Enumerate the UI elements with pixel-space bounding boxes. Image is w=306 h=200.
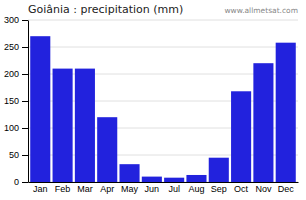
bar (186, 175, 206, 182)
tick-label: Jan (33, 184, 48, 194)
bar (209, 158, 229, 182)
tick-label: 50 (9, 150, 19, 160)
tick-label: May (121, 184, 139, 194)
tick-label: 300 (4, 15, 19, 25)
bar (53, 69, 73, 182)
bar (253, 63, 273, 182)
annotation: www.allmetsat.com (224, 6, 298, 15)
tick-label: Mar (77, 184, 93, 194)
tick: May (121, 184, 139, 194)
chart: 0 50 100 150 200 250 300 Jan Feb Mar Apr May Jun Jul A… (0, 0, 306, 200)
tick: 250 (4, 42, 28, 52)
grid-line (28, 47, 298, 48)
axis-line (29, 182, 299, 183)
tick: 300 (4, 15, 28, 25)
tick-label: Sep (211, 184, 227, 194)
tick-label: Feb (55, 184, 71, 194)
grid (28, 20, 298, 182)
tick-label: Aug (188, 184, 204, 194)
tick: 100 (4, 123, 28, 133)
tick: Dec (278, 184, 295, 194)
y-axis: 0 50 100 150 200 250 300 (4, 15, 29, 187)
tick-mark (22, 128, 28, 129)
tick-mark (22, 47, 28, 48)
tick-label: 0 (14, 177, 19, 187)
tick: 0 (14, 177, 28, 187)
tick: Aug (188, 184, 204, 194)
tick: Oct (234, 184, 249, 194)
tick: 50 (9, 150, 28, 160)
plot: 0 50 100 150 200 250 300 Jan Feb Mar Apr May Jun Jul A… (4, 15, 299, 194)
tick: 200 (4, 69, 28, 79)
tick: Feb (55, 184, 71, 194)
tick: 150 (4, 96, 28, 106)
tick-mark (22, 20, 28, 21)
tick-mark (22, 74, 28, 75)
tick-label: Jul (168, 184, 180, 194)
tick: Jan (33, 184, 48, 194)
tick-label: Oct (234, 184, 249, 194)
tick: Jul (168, 184, 180, 194)
bar (276, 43, 296, 182)
tick-label: Nov (255, 184, 272, 194)
tick-label: 200 (4, 69, 19, 79)
bars (30, 36, 296, 182)
bar (231, 91, 251, 182)
bar (97, 117, 117, 182)
grid-line (28, 20, 298, 21)
tick-mark (22, 101, 28, 102)
tick: Jun (145, 184, 160, 194)
tick: Apr (100, 184, 114, 194)
tick: Mar (77, 184, 93, 194)
bar (164, 178, 184, 182)
bar (142, 177, 162, 182)
tick-label: 150 (4, 96, 19, 106)
bar (75, 69, 95, 182)
tick-label: 250 (4, 42, 19, 52)
tick-mark (22, 155, 28, 156)
tick-label: Apr (100, 184, 114, 194)
tick-label: Dec (278, 184, 295, 194)
axis-line (28, 21, 29, 183)
bar (119, 164, 139, 182)
bar (30, 36, 50, 182)
tick: Sep (211, 184, 227, 194)
tick-label: Jun (145, 184, 160, 194)
x-axis: Jan Feb Mar Apr May Jun Jul Aug Sep Oct Nov Dec (29, 183, 299, 195)
tick: Nov (255, 184, 272, 194)
title: Goiânia : precipitation (mm) (28, 3, 183, 16)
tick-label: 100 (4, 123, 19, 133)
tick-mark (22, 182, 28, 183)
